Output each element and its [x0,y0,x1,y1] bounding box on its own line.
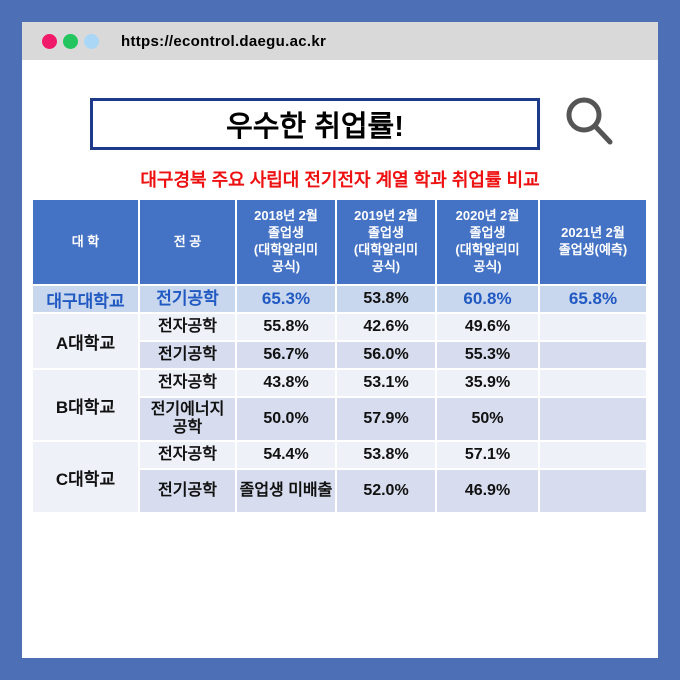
university-cell: B대학교 [33,370,138,440]
comparison-caption: 대구경북 주요 사립대 전기전자 계열 학과 취업률 비교 [140,170,540,190]
value-2019-cell: 53.1% [337,370,435,396]
value-2019-cell: 52.0% [337,470,435,512]
table-row: C대학교 전자공학 54.4% 53.8% 57.1% [33,442,646,512]
university-cell: 대구대학교 [33,286,138,312]
value-2020-cell: 55.3% [437,342,538,368]
window-dot-green [63,33,78,49]
value-2019-cell: 56.0% [337,342,435,368]
table-row: 전기공학 졸업생 미배출 52.0% 46.9% [33,470,646,512]
window-dot-lightblue [84,33,99,49]
col-header-2020: 2020년 2월 졸업생 (대학알리미 공식) [437,200,538,284]
value-2020-cell: 50% [437,398,538,440]
table-row: A대학교 전자공학 55.8% 42.6% 49.6% [33,314,646,368]
col-header-2021: 2021년 2월 졸업생(예측) [540,200,646,284]
col-header-2018: 2018년 2월 졸업생 (대학알리미 공식) [237,200,335,284]
major-cell: 전기공학 [140,286,235,312]
value-2021-cell [540,342,646,368]
value-2018-cell: 55.8% [237,314,335,340]
value-2021-cell [540,370,646,396]
major-cell: 전자공학 [140,370,235,396]
university-cell: A대학교 [33,314,138,368]
major-cell: 전기에너지공학 [140,398,235,440]
value-2019-cell: 57.9% [337,398,435,440]
value-2018-cell: 54.4% [237,442,335,468]
value-2018-cell: 65.3% [237,286,335,312]
search-icon[interactable] [560,94,618,154]
value-2021-cell [540,470,646,512]
value-2020-cell: 49.6% [437,314,538,340]
search-query-text: 우수한 취업률! [226,111,404,143]
value-2021-cell [540,398,646,440]
table-row-daegu-univ: 대구대학교 전기공학 65.3% 53.8% 60.8% 65.8% [33,286,646,312]
header-row: 대 학 전 공 2018년 2월 졸업생 (대학알리미 공식) 2019년 2월… [33,200,646,284]
table-row: 전기공학 56.7% 56.0% 55.3% [33,342,646,368]
value-2020-cell: 60.8% [437,286,538,312]
table-row: 전기에너지공학 50.0% 57.9% 50% [33,398,646,440]
value-2021-cell: 65.8% [540,286,646,312]
major-cell: 전자공학 [140,442,235,468]
col-header-university: 대 학 [33,200,138,284]
window-dot-pink [42,33,57,49]
university-cell: C대학교 [33,442,138,512]
major-cell: 전기공학 [140,470,235,512]
major-cell: 전기공학 [140,342,235,368]
col-header-major: 전 공 [140,200,235,284]
value-2021-cell [540,314,646,340]
value-2020-cell: 35.9% [437,370,538,396]
value-2019-cell: 42.6% [337,314,435,340]
value-2019-cell: 53.8% [337,442,435,468]
table-row: B대학교 전자공학 43.8% 53.1% 35.9% [33,370,646,440]
value-2018-cell: 56.7% [237,342,335,368]
major-cell: 전자공학 [140,314,235,340]
value-2019-cell: 53.8% [337,286,435,312]
browser-titlebar: https://econtrol.daegu.ac.kr [22,22,658,60]
value-2018-cell: 졸업생 미배출 [237,470,335,512]
url-text: https://econtrol.daegu.ac.kr [121,32,327,50]
employment-rate-table: 대 학 전 공 2018년 2월 졸업생 (대학알리미 공식) 2019년 2월… [31,198,648,514]
col-header-2019: 2019년 2월 졸업생 (대학알리미 공식) [337,200,435,284]
value-2021-cell [540,442,646,468]
value-2020-cell: 46.9% [437,470,538,512]
value-2018-cell: 50.0% [237,398,335,440]
value-2018-cell: 43.8% [237,370,335,396]
value-2020-cell: 57.1% [437,442,538,468]
search-input[interactable]: 우수한 취업률! [90,98,540,150]
browser-window: https://econtrol.daegu.ac.kr 우수한 취업률! 대구… [22,22,658,658]
search-row: 우수한 취업률! [90,94,658,154]
